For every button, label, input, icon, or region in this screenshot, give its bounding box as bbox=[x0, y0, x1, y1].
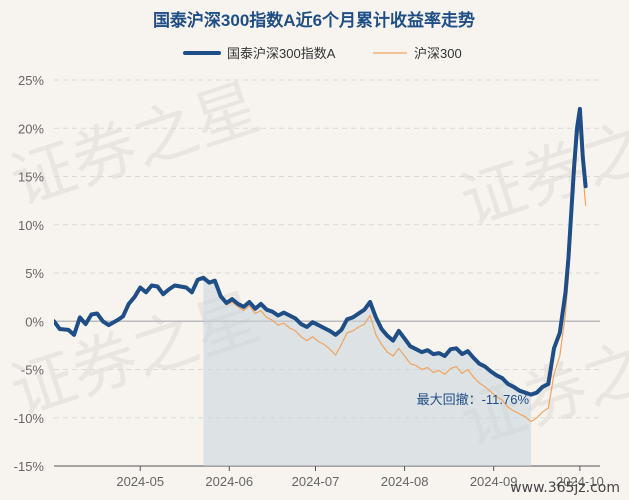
watermark-text: 证券之星 bbox=[452, 91, 629, 240]
max-drawdown-label: 最大回撤：-11.76% bbox=[417, 392, 530, 407]
y-tick-label: 0% bbox=[25, 314, 44, 329]
legend-label-fund: 国泰沪深300指数A bbox=[227, 46, 336, 61]
legend-label-index: 沪深300 bbox=[414, 46, 462, 61]
y-tick-label: -15% bbox=[14, 459, 45, 474]
x-tick-label: 2024-08 bbox=[381, 474, 429, 489]
x-tick-label: 2024-06 bbox=[205, 474, 253, 489]
y-tick-label: 5% bbox=[25, 266, 44, 281]
x-tick-label: 2024-07 bbox=[292, 474, 340, 489]
plot-area bbox=[54, 106, 588, 466]
y-tick-label: -5% bbox=[21, 363, 45, 378]
y-axis: -15% -10% -5% 0% 5% 10% 15% 20% 25% bbox=[14, 73, 45, 474]
x-tick-label: 2024-05 bbox=[116, 474, 164, 489]
y-tick-label: 20% bbox=[18, 121, 44, 136]
chart-legend: 国泰沪深300指数A 沪深300 bbox=[183, 46, 462, 61]
watermark-text: 证券之星 bbox=[2, 71, 268, 220]
site-watermark: www.365jz.com bbox=[510, 480, 620, 496]
chart-title: 国泰沪深300指数A近6个月累计收益率走势 bbox=[153, 10, 475, 30]
series-line-fund bbox=[54, 106, 588, 397]
y-tick-label: -10% bbox=[14, 411, 45, 426]
y-tick-label: 25% bbox=[18, 73, 44, 88]
x-tick-label: 2024-10 bbox=[556, 474, 604, 489]
x-tick-label: 2024-09 bbox=[470, 474, 518, 489]
y-tick-label: 10% bbox=[18, 218, 44, 233]
y-tick-label: 15% bbox=[18, 170, 44, 185]
x-axis: 2024-05 2024-06 2024-07 2024-08 2024-09 2024-… bbox=[54, 465, 604, 489]
